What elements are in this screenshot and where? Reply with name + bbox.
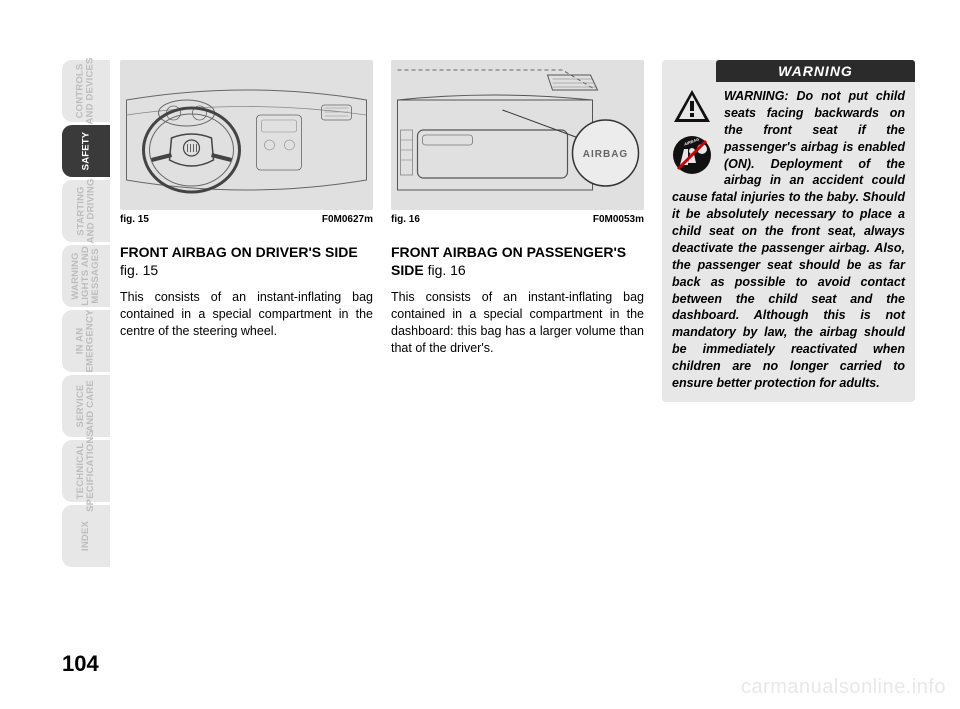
sidebar-tabs: CONTROLS AND DEVICES SAFETY STARTING AND… bbox=[62, 60, 110, 570]
tab-starting-and-driving[interactable]: STARTING AND DRIVING bbox=[62, 180, 110, 242]
fig15-body: This consists of an instant-inflating ba… bbox=[120, 289, 373, 340]
tab-technical-specs[interactable]: TECHNICAL SPECIFICATIONS bbox=[62, 440, 110, 502]
figure-16-code: F0M0053m bbox=[593, 214, 644, 225]
warning-body: AIRBAG WARNING: Do not put child seats f… bbox=[662, 82, 915, 402]
warning-box: WARNING bbox=[662, 60, 915, 402]
tab-warning-lights[interactable]: WARNING LIGHTS AND MESSAGES bbox=[62, 245, 110, 307]
figure-15-caption-row: fig. 15 F0M0627m bbox=[120, 214, 373, 225]
fig16-body: This consists of an instant-inflating ba… bbox=[391, 289, 644, 357]
fig16-title: FRONT AIRBAG ON PASSENGER'S SIDE fig. 16 bbox=[391, 243, 644, 279]
content-area: fig. 15 F0M0627m FRONT AIRBAG ON DRIVER'… bbox=[120, 60, 915, 402]
column-warning: WARNING bbox=[662, 60, 915, 402]
airbag-child-icon: AIRBAG bbox=[672, 135, 712, 175]
tab-emergency[interactable]: IN AN EMERGENCY bbox=[62, 310, 110, 372]
figure-15-caption: fig. 15 bbox=[120, 214, 149, 225]
fig15-title: FRONT AIRBAG ON DRIVER'S SIDE fig. 15 bbox=[120, 243, 373, 279]
warning-triangle-icon bbox=[672, 88, 712, 124]
figure-15-image bbox=[120, 60, 373, 210]
page-number: 104 bbox=[62, 651, 99, 677]
watermark: carmanualsonline.info bbox=[741, 676, 946, 699]
airbag-label: AIRBAG bbox=[583, 149, 628, 160]
tab-index[interactable]: INDEX bbox=[62, 505, 110, 567]
warning-icons: AIRBAG bbox=[672, 88, 716, 180]
column-fig16: AIRBAG fig. 16 F0M0053m FRONT AIRBAG ON … bbox=[391, 60, 644, 402]
tab-controls-and-devices[interactable]: CONTROLS AND DEVICES bbox=[62, 60, 110, 122]
warning-header: WARNING bbox=[716, 60, 915, 82]
column-fig15: fig. 15 F0M0627m FRONT AIRBAG ON DRIVER'… bbox=[120, 60, 373, 402]
figure-16-caption-row: fig. 16 F0M0053m bbox=[391, 214, 644, 225]
figure-15-code: F0M0627m bbox=[322, 214, 373, 225]
tab-safety[interactable]: SAFETY bbox=[62, 125, 110, 177]
page: CONTROLS AND DEVICES SAFETY STARTING AND… bbox=[0, 0, 960, 709]
figure-16-image: AIRBAG bbox=[391, 60, 644, 210]
figure-16-caption: fig. 16 bbox=[391, 214, 420, 225]
tab-service-and-care[interactable]: SERVICE AND CARE bbox=[62, 375, 110, 437]
